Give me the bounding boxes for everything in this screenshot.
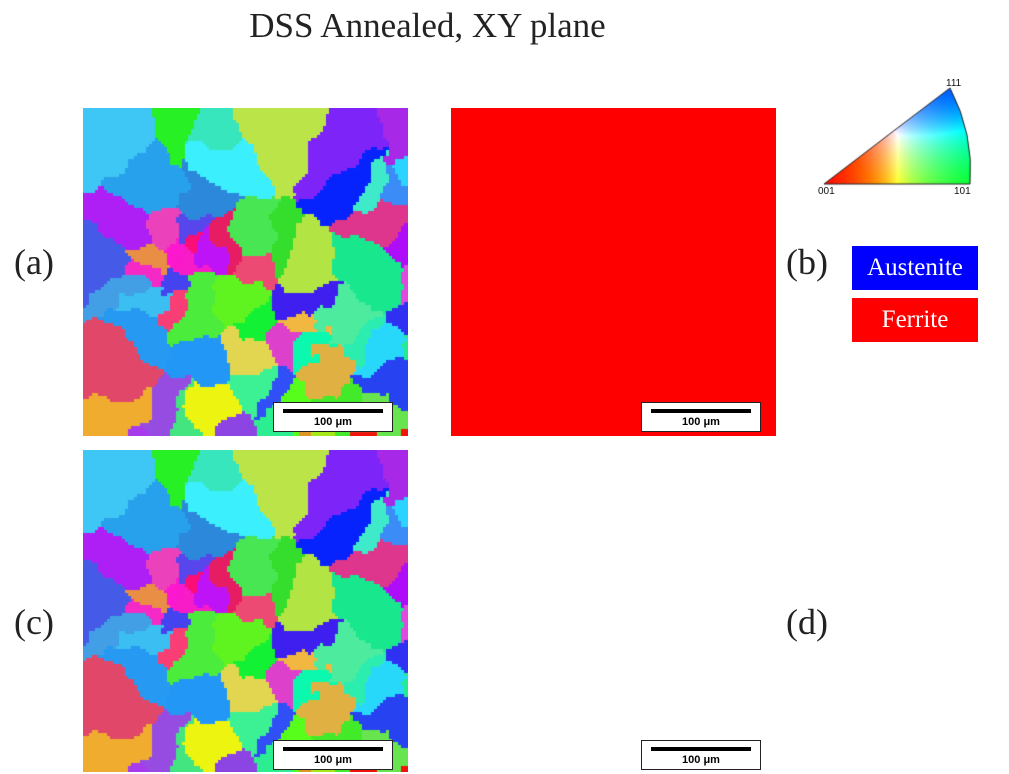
ebsd-map-a: 100 μm <box>83 108 408 436</box>
panel-label-d: (d) <box>786 602 828 642</box>
ipf-label-101: 101 <box>954 186 971 197</box>
figure-title: DSS Annealed, XY plane <box>249 6 606 45</box>
scale-bar-d: 100 μm <box>641 740 761 770</box>
scale-bar-a: 100 μm <box>273 402 393 432</box>
scale-bar-b: 100 μm <box>641 402 761 432</box>
legend-ferrite: Ferrite <box>852 298 978 342</box>
ipf-color-key: 111 001 101 <box>818 78 978 208</box>
ebsd-map-c: 100 μm <box>83 450 408 772</box>
ebsd-map-b: 100 μm <box>451 108 776 436</box>
ipf-label-111: 111 <box>946 78 962 89</box>
panel-label-c: (c) <box>14 602 54 642</box>
panel-label-a: (a) <box>14 242 54 282</box>
ebsd-map-d: 100 μm <box>451 450 776 772</box>
ipf-label-001: 001 <box>818 186 835 197</box>
panel-label-b: (b) <box>786 242 828 282</box>
scale-bar-c: 100 μm <box>273 740 393 770</box>
legend-austenite: Austenite <box>852 246 978 290</box>
